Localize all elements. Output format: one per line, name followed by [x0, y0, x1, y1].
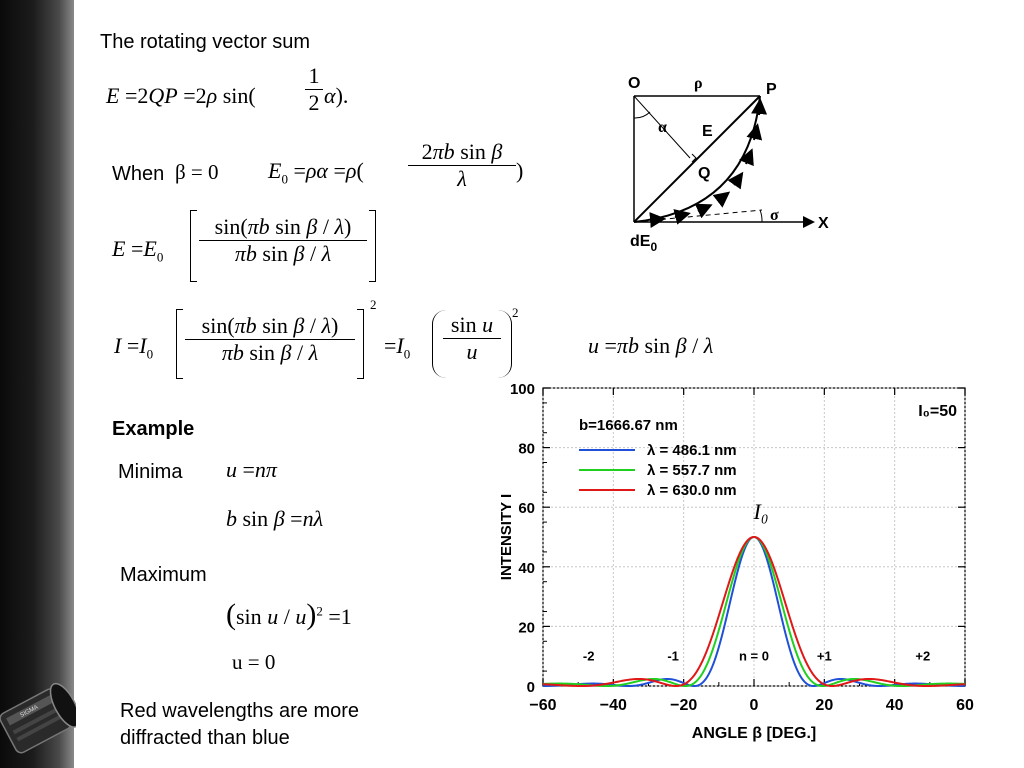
equation-minima-u: u =nπ: [226, 457, 277, 482]
label-Q: Q: [698, 165, 710, 182]
corner-label: I₀=50: [918, 403, 957, 420]
note-line-1: Red wavelengths are more: [120, 700, 360, 722]
y-tick-label: 60: [518, 500, 535, 517]
equation-I-eq2: =I0: [384, 333, 411, 362]
equation-I-bracket: sin(πb sin β / λ) πb sin β / λ: [176, 309, 364, 379]
equation-maximum: (sin u / u)2 =1: [226, 598, 352, 631]
order-label: -2: [583, 649, 595, 664]
equation-I: I =I0: [114, 333, 154, 362]
sidebar-strip: [0, 0, 74, 768]
legend-title: b=1666.67 nm: [579, 417, 678, 434]
note-line-2: diffracted than blue: [120, 727, 290, 749]
dashed-tangent: [633, 209, 763, 223]
y-axis-label: INTENSITY I: [498, 494, 515, 580]
x-tick-label: −40: [600, 697, 627, 714]
equation-I-square: 2: [370, 297, 377, 312]
x-tick-label: −20: [670, 697, 697, 714]
slide-heading: The rotating vector sum: [100, 31, 311, 53]
when-label: When: [112, 163, 165, 185]
label-P: P: [766, 81, 777, 98]
order-labels: -2 -1 n = 0 +1 +2: [583, 649, 930, 664]
alpha-arc: [633, 111, 651, 119]
label-O: O: [628, 75, 640, 92]
equation-E0-end: ): [516, 158, 524, 183]
order-label: +1: [817, 649, 832, 664]
x-axis-label: ANGLE β [DEG.]: [692, 725, 816, 742]
equation-minima-b: b sin β =nλ: [226, 506, 324, 531]
peak-label: I₀: [753, 499, 769, 524]
label-E: E: [702, 123, 713, 140]
legend-entry: λ = 557.7 nm: [647, 462, 737, 479]
equation-E0: E0 =ρα =ρ(: [268, 158, 364, 187]
label-alpha: α: [658, 119, 667, 136]
sigma-arc: [759, 209, 763, 223]
right-angle-mark: [691, 153, 697, 163]
order-label: -1: [667, 649, 679, 664]
x-tick-label: −60: [529, 697, 556, 714]
equation-E-end: α).: [324, 83, 349, 108]
vector-E: [633, 95, 761, 223]
equation-E0-frac: 2πb sin β λ: [408, 139, 516, 192]
equation-E-rotating: E =2QP =2ρ sin(: [106, 83, 256, 108]
legend-entry: λ = 630.0 nm: [647, 482, 737, 499]
equation-u: u =πb sin β / λ: [588, 333, 714, 358]
order-label: +2: [915, 649, 930, 664]
equation-I-square2: 2: [512, 305, 519, 320]
x-tick-label: 20: [815, 697, 833, 714]
when-condition: β = 0: [175, 160, 219, 184]
curves: [542, 535, 966, 688]
order-label: n = 0: [739, 649, 769, 664]
example-label: Example: [112, 418, 195, 440]
y-tick-label: 100: [510, 381, 535, 398]
phasor-arrows: [649, 98, 768, 228]
y-tick-label: 20: [518, 619, 535, 636]
label-x: X: [818, 215, 829, 232]
equation-E-ratio-bracket: sin(πb sin β / λ) πb sin β / λ: [190, 210, 376, 282]
x-tick-label: 60: [956, 697, 974, 714]
equation-max-u: u = 0: [232, 650, 276, 674]
label-rho: ρ: [694, 75, 703, 92]
x-tick-label: 40: [886, 697, 904, 714]
intensity-chart: 0 20 40 60 80 100 −60 −40 −20 0 20 40 60 b=1666.67 n…: [498, 381, 974, 742]
minima-label: Minima: [118, 461, 183, 483]
equation-E-ratio: E =E0: [112, 236, 164, 265]
maximum-label: Maximum: [120, 564, 207, 586]
legend-entry: λ = 486.1 nm: [647, 442, 737, 459]
label-sigma: σ: [770, 207, 779, 224]
line-OQ: [633, 95, 691, 159]
y-tick-label: 0: [527, 679, 535, 696]
label-dE0: dE0: [630, 233, 657, 254]
x-tick-label: 0: [750, 697, 759, 714]
equation-I-paren: sin u u: [432, 310, 512, 378]
y-tick-label: 80: [518, 441, 535, 458]
phasor-diagram: O ρ P α E Q σ X dE0: [628, 75, 829, 254]
series-line: [542, 535, 966, 688]
y-tick-label: 40: [518, 560, 535, 577]
legend: b=1666.67 nm λ = 486.1 nm λ = 557.7 nm λ = …: [579, 417, 737, 499]
camera-lens-icon: SIGMA: [0, 682, 76, 754]
